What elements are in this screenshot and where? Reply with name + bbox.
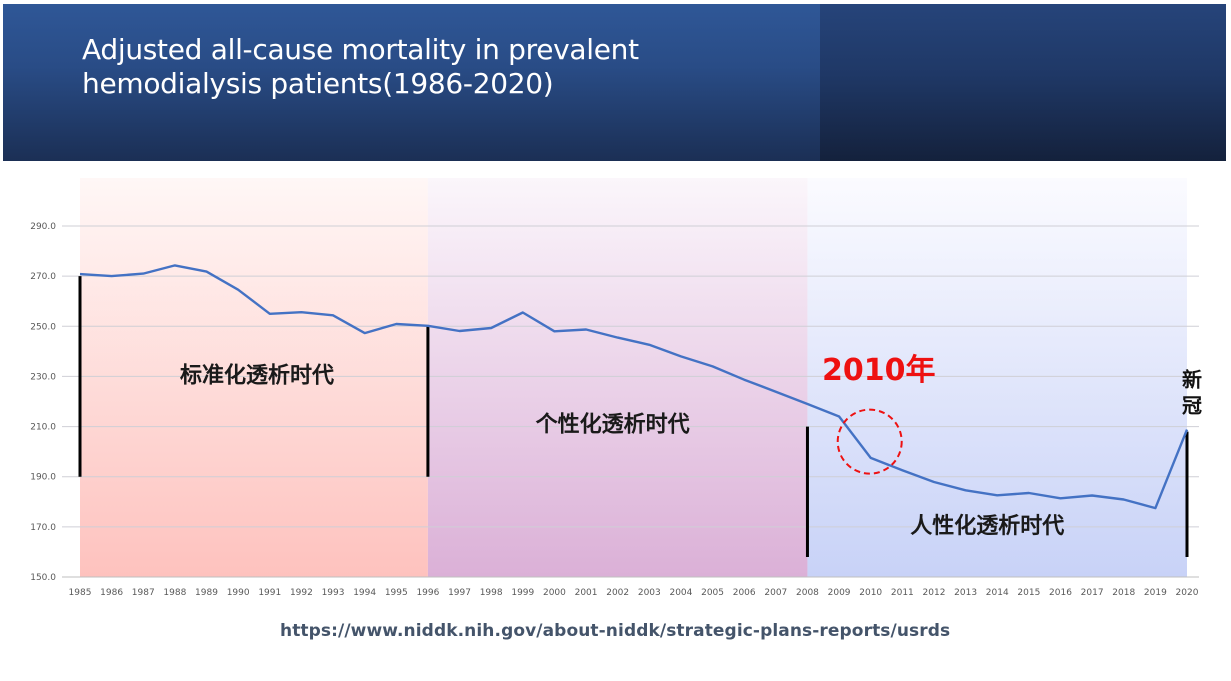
x-tick-label: 1999 — [511, 588, 534, 598]
x-tick-label: 1986 — [100, 588, 123, 598]
y-tick-label: 210.0 — [30, 423, 56, 433]
annotation-covid-char: 冠 — [1182, 393, 1202, 417]
x-tick-label: 1988 — [163, 588, 186, 598]
x-tick-label: 2014 — [986, 588, 1009, 598]
y-tick-label: 290.0 — [30, 222, 56, 232]
x-tick-label: 2007 — [764, 588, 787, 598]
x-tick-label: 2002 — [606, 588, 629, 598]
chart-area: 150.0 170.0 190.0 210.0 230.0 250.0 270.0 290.0… — [0, 160, 1231, 610]
x-tick-label: 1990 — [227, 588, 250, 598]
x-tick-label: 1997 — [448, 588, 471, 598]
era-label: 人性化透析时代 — [910, 513, 1064, 539]
x-tick-label: 2008 — [796, 588, 819, 598]
x-tick-label: 1989 — [195, 588, 218, 598]
x-tick-label: 2005 — [701, 588, 724, 598]
x-tick-label: 1998 — [480, 588, 503, 598]
x-tick-label: 1995 — [385, 588, 408, 598]
era-band — [427, 178, 808, 577]
y-tick-label: 190.0 — [30, 473, 56, 483]
y-tick-label: 250.0 — [30, 322, 56, 332]
x-tick-label: 2010 — [859, 588, 882, 598]
source-url[interactable]: https://www.niddk.nih.gov/about-niddk/st… — [280, 621, 951, 641]
y-axis: 150.0 170.0 190.0 210.0 230.0 250.0 270.0 290.0 — [30, 222, 56, 583]
x-tick-label: 2004 — [669, 588, 692, 598]
era-label: 个性化透析时代 — [536, 412, 690, 438]
annotations: 2010年 新冠 — [822, 353, 1202, 475]
slide-title-line-2: hemodialysis patients(1986-2020) — [82, 67, 554, 100]
mortality-series-line — [79, 264, 1189, 510]
series-line — [79, 264, 1189, 510]
annotation-2010: 2010年 — [822, 353, 936, 388]
y-tick-label: 170.0 — [30, 523, 56, 533]
y-tick-label: 270.0 — [30, 272, 56, 282]
x-tick-label: 1985 — [69, 588, 92, 598]
mortality-line-chart: 150.0 170.0 190.0 210.0 230.0 250.0 270.0 290.0… — [30, 178, 1202, 598]
x-tick-label: 1994 — [353, 588, 376, 598]
x-tick-label: 2000 — [543, 588, 566, 598]
annotation-covid-char: 新 — [1182, 367, 1202, 391]
x-tick-label: 2015 — [1017, 588, 1040, 598]
x-tick-label: 2017 — [1081, 588, 1104, 598]
x-tick-label: 1991 — [258, 588, 281, 598]
era-band — [80, 178, 428, 577]
x-tick-label: 2012 — [923, 588, 946, 598]
era-bands — [80, 178, 1187, 577]
x-axis: 1985 1986 1987 1988 1989 1990 1991 1992 1993 1994… — [62, 576, 1199, 598]
x-tick-label: 2011 — [891, 588, 914, 598]
x-tick-label: 2003 — [638, 588, 661, 598]
y-tick-label: 150.0 — [30, 573, 56, 583]
era-label: 标准化透析时代 — [180, 363, 334, 389]
slide-title-line-1: Adjusted all-cause mortality in prevalen… — [82, 33, 639, 66]
x-tick-label: 2020 — [1176, 588, 1199, 598]
era-band — [807, 178, 1187, 577]
era-divider-markers — [78, 276, 1189, 557]
x-tick-label: 2019 — [1144, 588, 1167, 598]
x-tick-label: 2013 — [954, 588, 977, 598]
x-tick-label: 1992 — [290, 588, 313, 598]
x-tick-label: 2009 — [828, 588, 851, 598]
highlight-circle — [836, 408, 903, 475]
x-tick-label: 2006 — [733, 588, 756, 598]
x-tick-label: 2001 — [575, 588, 598, 598]
x-tick-label: 2018 — [1112, 588, 1135, 598]
header-accent-panel — [820, 4, 1226, 161]
x-tick-label: 2016 — [1049, 588, 1072, 598]
x-tick-label: 1996 — [416, 588, 439, 598]
y-tick-label: 230.0 — [30, 372, 56, 382]
slide-title: Adjusted all-cause mortality in prevalen… — [82, 33, 782, 101]
x-tick-label: 1987 — [132, 588, 155, 598]
x-tick-label: 1993 — [322, 588, 345, 598]
